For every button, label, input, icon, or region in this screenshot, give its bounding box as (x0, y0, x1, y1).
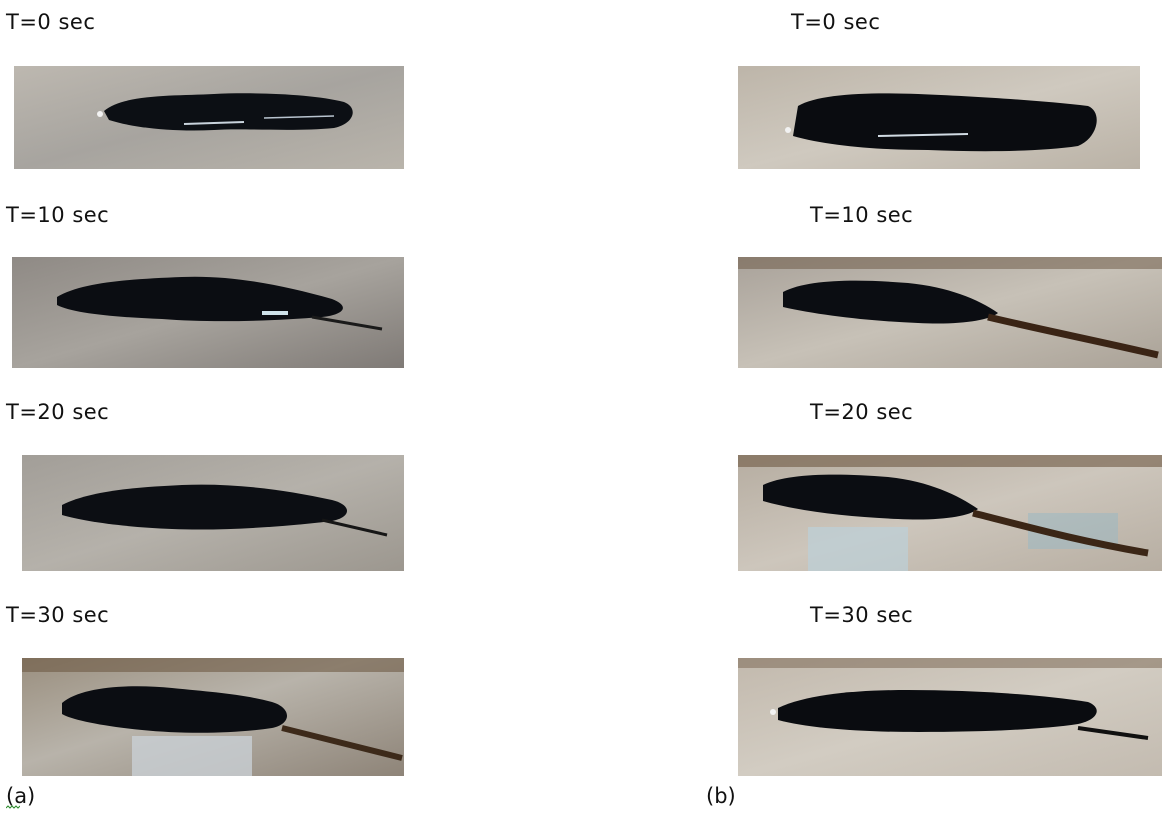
frame-b0-photo (738, 66, 1140, 169)
frame-a3-label: T=30 sec (6, 603, 110, 627)
frame-a0-label: T=0 sec (6, 10, 96, 34)
frame-b0-label: T=0 sec (791, 10, 881, 34)
frame-b1-label: T=10 sec (810, 203, 914, 227)
caption-a: (a) (6, 784, 36, 808)
frame-a0-photo (14, 66, 404, 169)
frame-a3-photo (22, 658, 404, 776)
frame-b3-photo (738, 658, 1162, 776)
frame-b1-photo (738, 257, 1162, 368)
frame-a1-photo (12, 257, 404, 368)
frame-b2-photo (738, 455, 1162, 571)
frame-a2-label: T=20 sec (6, 400, 110, 424)
frame-a2-photo (22, 455, 404, 571)
frame-b3-label: T=30 sec (810, 603, 914, 627)
frame-a1-label: T=10 sec (6, 203, 110, 227)
frame-b2-label: T=20 sec (810, 400, 914, 424)
spellcheck-underline (6, 805, 20, 809)
caption-b: (b) (706, 784, 736, 808)
